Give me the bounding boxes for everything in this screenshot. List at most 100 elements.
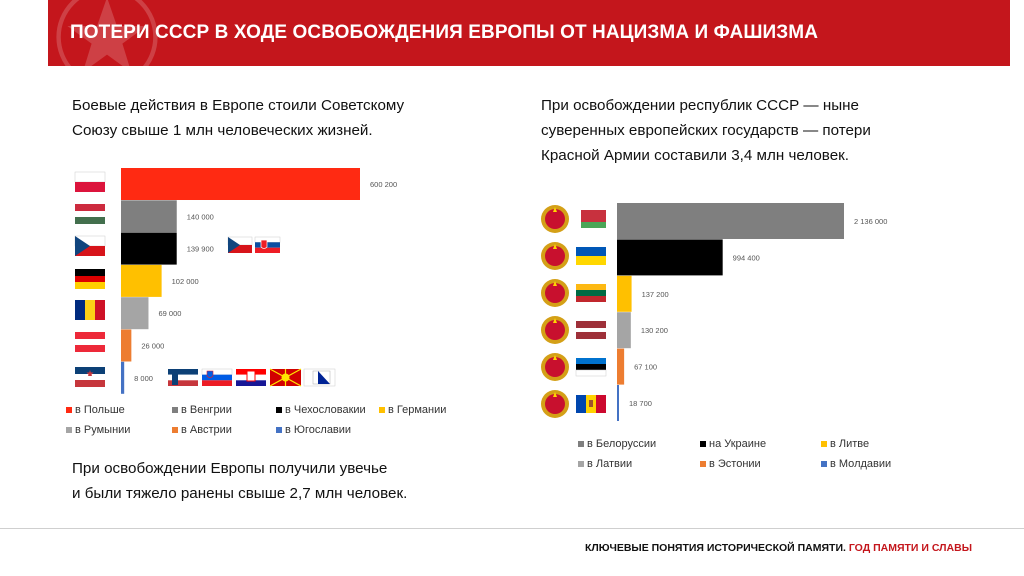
flag-serbia-icon [168,369,198,386]
bar-7 [121,361,125,394]
ussr-republics-losses-legend: в Белоруссии на Украине в Литве в Латвии в Э… [578,438,958,478]
legend-item-2: на Украине [700,438,766,450]
legend-swatch [700,441,706,447]
flag-ukraine-icon [576,247,606,265]
legend-item-4: в Германии [379,404,446,416]
emblem-byelorussian-ssr-icon [541,205,569,233]
emblem-moldavian-ssr-icon [541,390,569,418]
legend-label: в Югославии [285,424,352,436]
legend-swatch [821,461,827,467]
legend-item-6: в Австрии [172,424,232,436]
flag-lithuania-icon [576,284,606,302]
flag-romania-icon [75,300,105,320]
ussr-republics-losses-chart: 2 136 000 994 400 137 200 130 200 67 100 18 7… [541,203,887,421]
bar-value-label-2: 994 400 [733,253,760,262]
legend-swatch [379,407,385,413]
europe-losses-chart: 600 200 140 000 139 900 102 000 69 000 26 000… [74,168,397,394]
legend-label: в Румынии [75,424,131,436]
right-intro-line-2: суверенных европейских государств — поте… [541,122,871,139]
flag-moldova-icon [576,395,606,413]
bar-4 [121,264,162,297]
bar-value-label-3: 139 900 [187,245,214,254]
left-outro-line-1: При освобождении Европы получили увечье [72,460,388,477]
left-intro-line-2: Союзу свыше 1 млн человеческих жизней. [72,122,373,139]
legend-label: в Литве [830,438,870,450]
flag-estonia-icon [575,358,607,377]
bar-value-label-6: 18 700 [629,399,652,408]
legend-item-5: в Эстонии [700,458,761,470]
emblem-lithuanian-ssr-icon [541,279,569,307]
bar-value-label-5: 67 100 [634,363,657,372]
legend-swatch [578,441,584,447]
footer-highlight: ГОД ПАМЯТИ И СЛАВЫ [848,542,972,554]
bar-2 [617,239,723,276]
bar-5 [121,297,149,330]
left-outro-line-2: и были тяжело ранены свыше 2,7 млн челов… [72,485,408,502]
bar-value-label-3: 137 200 [642,290,669,299]
bar-value-label-4: 130 200 [641,326,668,335]
legend-swatch [172,427,178,433]
bar-value-label-4: 102 000 [172,277,199,286]
right-intro-line-1: При освобождении республик СССР — ныне [541,97,859,114]
bar-value-label-7: 8 000 [134,374,153,383]
footer-text: КЛЮЧЕВЫЕ ПОНЯТИЯ ИСТОРИЧЕСКОЙ ПАМЯТИ. [584,542,846,554]
europe-losses-legend: в Польше в Венгрии в Чехословакии в Германи… [66,404,486,444]
legend-label: в Австрии [181,424,232,436]
legend-swatch [276,427,282,433]
legend-swatch [66,427,72,433]
bar-6 [617,385,619,421]
flag-slovenia-icon [201,368,233,386]
legend-item-1: в Польше [66,404,125,416]
legend-swatch [172,407,178,413]
flag-poland-icon [74,171,106,192]
bar-6 [121,329,132,362]
flag-slovakia-icon [254,236,281,253]
right-intro-line-3: Красной Армии составили 3,4 млн человек. [541,147,850,164]
flag-latvia-icon [576,321,606,339]
legend-item-6: в Молдавии [821,458,891,470]
page-title: ПОТЕРИ СССР В ХОДЕ ОСВОБОЖДЕНИЯ ЕВРОПЫ О… [70,22,819,43]
star-emblem-icon [56,0,158,66]
flag-czechoslovakia-icon [74,235,106,256]
flag-hungary-icon [75,204,105,224]
legend-swatch [700,461,706,467]
legend-label: в Молдавии [830,458,892,470]
emblem-ukrainian-ssr-icon [541,242,569,270]
flag-north-macedonia-icon [269,368,302,387]
bar-value-label-2: 140 000 [187,212,214,221]
flag-yugoslavia-icon [75,367,105,387]
legend-label: на Украине [709,438,767,450]
bar-5 [617,348,625,385]
legend-label: в Латвии [587,458,633,470]
legend-swatch [66,407,72,413]
footer: КЛЮЧЕВЫЕ ПОНЯТИЯ ИСТОРИЧЕСКОЙ ПАМЯТИ. ГО… [585,542,972,554]
bar-4 [617,312,631,349]
legend-item-5: в Румынии [66,424,130,436]
legend-item-3: в Литве [821,438,869,450]
legend-item-4: в Латвии [578,458,632,470]
emblem-estonian-ssr-icon [541,353,569,381]
flag-austria-icon [75,332,105,352]
legend-swatch [821,441,827,447]
bar-value-label-1: 2 136 000 [854,217,887,226]
flag-germany-icon [75,269,105,289]
bar-value-label-1: 600 200 [370,180,397,189]
flag-belarus-icon [576,210,606,228]
emblem-latvian-ssr-icon [541,316,569,344]
legend-swatch [578,461,584,467]
flag-bosnia-icon [303,368,336,387]
bar-3 [121,232,177,265]
right-intro: При освобождении республик СССР — ныне с… [541,93,871,168]
footer-divider [0,528,1024,529]
legend-label: в Польше [75,404,125,416]
legend-label: в Эстонии [709,458,761,470]
bar-2 [121,200,177,233]
left-intro: Боевые действия в Европе стоили Советско… [72,93,404,143]
legend-label: в Белоруссии [587,438,657,450]
legend-label: в Чехословакии [285,404,366,416]
flag-czech-republic-icon [227,236,253,253]
flag-croatia-icon [236,369,266,386]
legend-item-1: в Белоруссии [578,438,656,450]
left-outro: При освобождении Европы получили увечье … [72,456,407,506]
left-intro-line-1: Боевые действия в Европе стоили Советско… [72,97,405,114]
